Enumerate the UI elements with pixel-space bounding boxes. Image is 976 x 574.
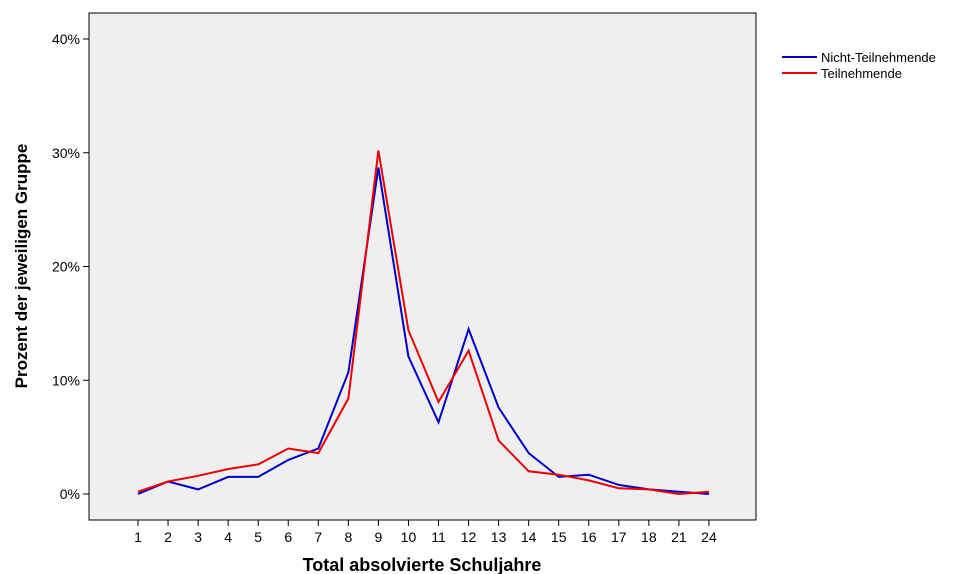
x-tick-label: 1 [134, 529, 142, 545]
x-tick-label: 14 [521, 529, 537, 545]
x-tick-label: 24 [701, 529, 717, 545]
x-tick-label: 9 [375, 529, 383, 545]
x-tick-label: 13 [491, 529, 507, 545]
x-tick-label: 15 [551, 529, 567, 545]
series-line-1 [137, 167, 710, 495]
y-axis: 0% 10% 20% 30% 40% [52, 31, 89, 502]
x-tick-label: 2 [164, 529, 172, 545]
y-tick-label: 0% [60, 486, 80, 502]
x-tick-label: 17 [611, 529, 627, 545]
x-tick-label: 18 [641, 529, 657, 545]
y-tick-label: 30% [52, 145, 80, 161]
y-tick-label: 10% [52, 372, 80, 388]
x-tick-label: 16 [581, 529, 597, 545]
y-tick-label: 20% [52, 259, 80, 275]
legend-label: Teilnehmende [821, 66, 902, 81]
x-tick-label: 3 [194, 529, 202, 545]
series-layer [137, 150, 710, 496]
x-tick-label: 11 [431, 529, 446, 545]
x-tick-label: 4 [224, 529, 232, 545]
x-tick-label: 12 [461, 529, 477, 545]
y-axis-title: Prozent der jeweiligen Gruppe [12, 144, 31, 389]
x-tick-label: 6 [284, 529, 292, 545]
y-tick-label: 40% [52, 31, 80, 47]
x-axis-title: Total absolvierte Schuljahre [303, 555, 542, 574]
x-tick-label: 5 [254, 529, 262, 545]
x-tick-label: 10 [401, 529, 417, 545]
plot-area [88, 12, 757, 521]
legend-label: Nicht-Teilnehmende [821, 50, 936, 65]
x-tick-label: 7 [314, 529, 322, 545]
x-axis: 1 2 3 4 5 6 7 8 9 10 11 12 13 14 15 16 17 18 21 24 [134, 520, 717, 545]
x-tick-label: 8 [344, 529, 352, 545]
x-tick-label: 21 [671, 529, 687, 545]
series-line-2 [137, 150, 710, 496]
